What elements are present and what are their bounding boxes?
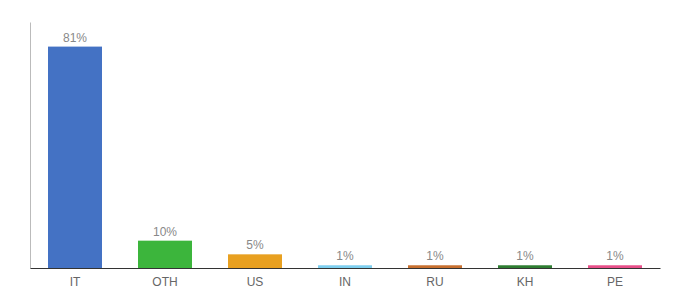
x-tick: RU — [426, 275, 443, 289]
y-axis-line — [30, 23, 31, 269]
y-axis — [30, 23, 31, 269]
chart-svg: IT OTH US IN RU KH PE 81% 10% 5% 1% 1% 1% 1% — [0, 0, 680, 300]
data-label: 1% — [606, 249, 624, 263]
x-tick: PE — [607, 275, 623, 289]
x-tick-label: RU — [426, 275, 443, 289]
x-tick-label: IT — [70, 275, 81, 289]
x-tick: IN — [339, 275, 351, 289]
bar — [48, 47, 102, 268]
x-tick: KH — [517, 275, 534, 289]
x-tick-label: IN — [339, 275, 351, 289]
bar — [498, 265, 552, 268]
bar — [588, 265, 642, 268]
chart-container: IT OTH US IN RU KH PE 81% 10% 5% 1% 1% 1% 1% — [0, 0, 680, 300]
bar — [408, 265, 462, 268]
data-label: 5% — [246, 238, 264, 252]
data-label: 81% — [63, 31, 87, 45]
data-label: 1% — [516, 249, 534, 263]
x-tick: IT — [70, 275, 81, 289]
x-tick: US — [247, 275, 264, 289]
plot-area: IT OTH US IN RU KH PE 81% 10% 5% 1% 1% 1% 1% — [31, 23, 661, 289]
x-tick-label: PE — [607, 275, 623, 289]
x-axis: IT OTH US IN RU KH PE — [31, 269, 661, 289]
bar — [318, 265, 372, 268]
bar — [228, 254, 282, 268]
x-tick-label: KH — [517, 275, 534, 289]
x-tick-label: US — [247, 275, 264, 289]
data-label: 10% — [153, 225, 177, 239]
x-tick-label: OTH — [152, 275, 177, 289]
x-tick: OTH — [152, 275, 177, 289]
data-labels: 81% 10% 5% 1% 1% 1% 1% — [63, 31, 624, 264]
bars — [48, 47, 642, 268]
bar — [138, 241, 192, 268]
x-axis-line — [31, 268, 661, 269]
data-label: 1% — [336, 249, 354, 263]
data-label: 1% — [426, 249, 444, 263]
